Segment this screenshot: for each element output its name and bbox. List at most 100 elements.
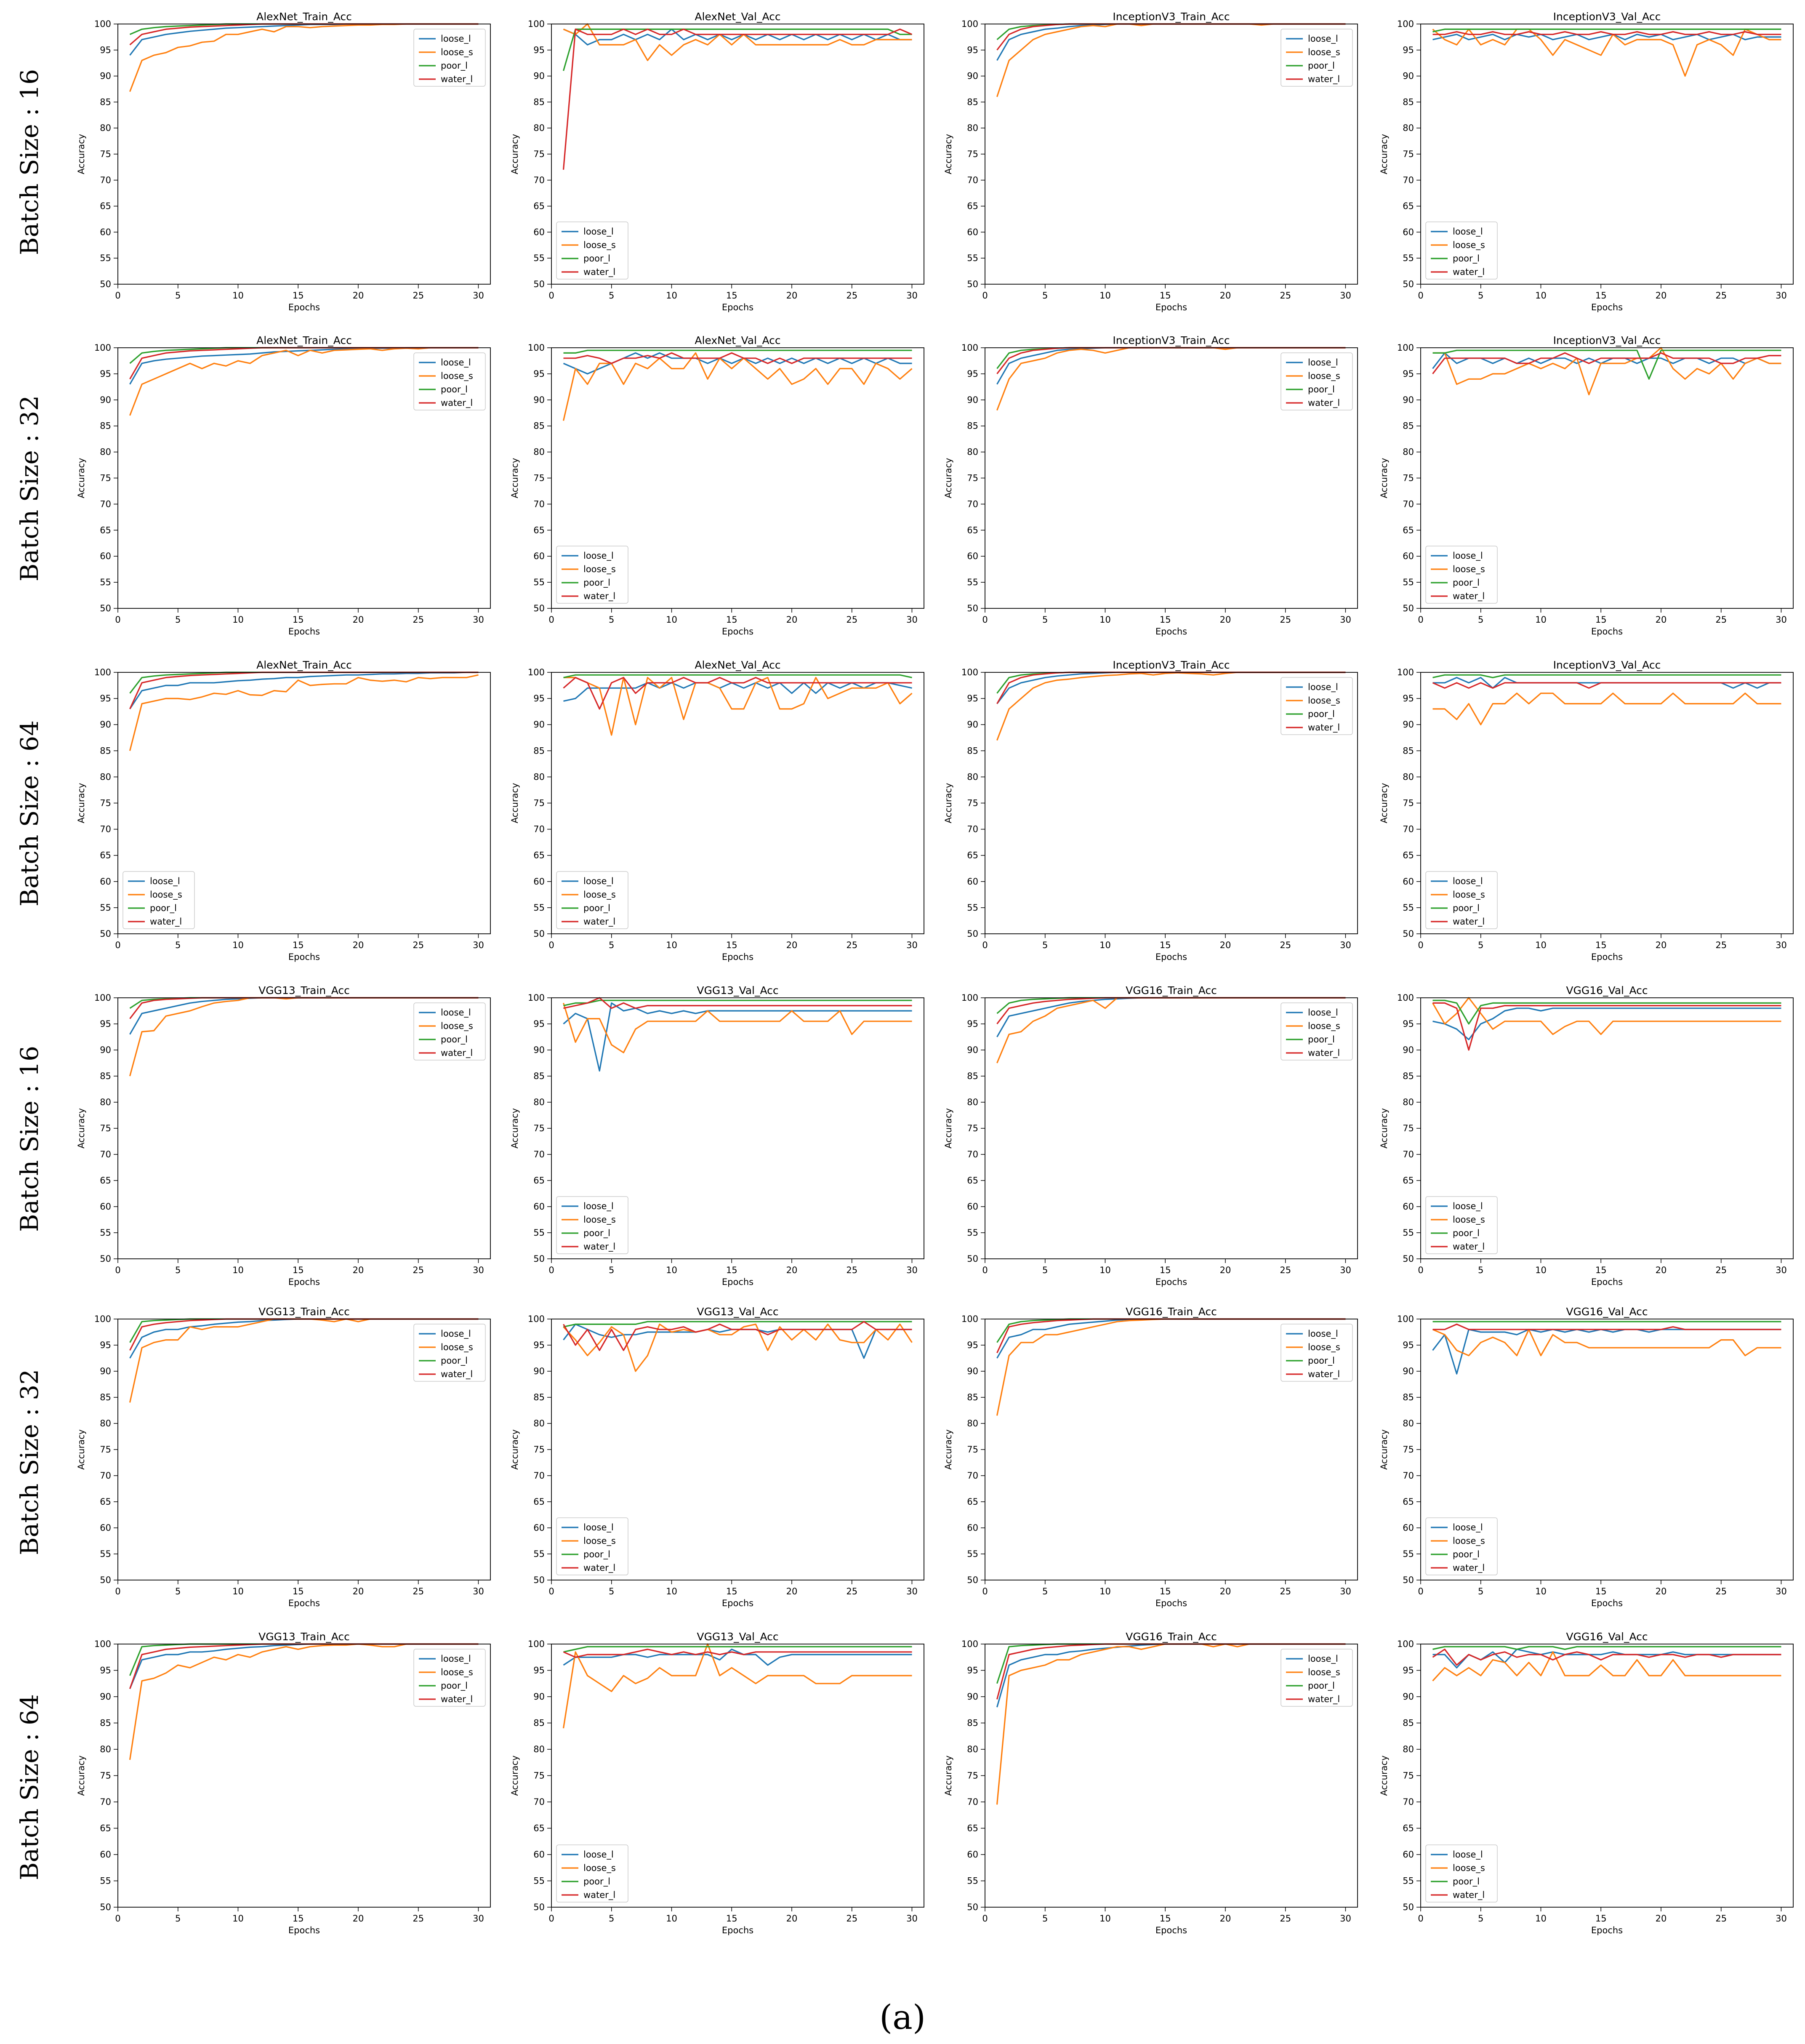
x-tick-label: 20: [1220, 1913, 1231, 1924]
y-tick-label: 60: [967, 877, 978, 887]
x-tick-label: 15: [1160, 290, 1171, 301]
y-tick-label: 60: [100, 1523, 111, 1533]
y-tick-label: 100: [94, 343, 111, 353]
x-tick-label: 5: [1042, 1265, 1048, 1275]
x-tick-label: 10: [1100, 1913, 1111, 1924]
series-line-water-l: [562, 28, 913, 170]
line-chart: 50 55 60 65 70 75 80 85 90 95 100 0 5 10 15 20 25 30 Epoch…: [76, 1306, 491, 1608]
x-tick-label: 10: [1100, 615, 1111, 625]
y-tick-label: 60: [100, 551, 111, 561]
series-line-loose-s: [562, 1643, 912, 1729]
x-tick-label: 15: [293, 1913, 304, 1924]
legend-label: loose_s: [1308, 1342, 1340, 1353]
legend-label: poor_l: [1453, 1876, 1480, 1887]
x-tick-label: 10: [1535, 940, 1547, 950]
legend-label: poor_l: [583, 578, 610, 588]
series-line-loose-l: [1432, 352, 1781, 369]
legend: loose_l loose_s poor_l water_l: [1281, 352, 1353, 410]
line-chart: 50 55 60 65 70 75 80 85 90 95 100 0 5 10 15 20 25 30 Epoch…: [510, 1631, 924, 1935]
legend-label: poor_l: [583, 1228, 610, 1239]
x-tick-label: 0: [548, 940, 554, 950]
legend-box: [1425, 871, 1498, 929]
chart-title: VGG16_Train_Acc: [1126, 1631, 1217, 1643]
x-axis-label: Epochs: [1155, 626, 1187, 637]
x-tick-label: 25: [413, 940, 424, 950]
line-chart: 50 55 60 65 70 75 80 85 90 95 100 0 5 10 15 20 25 30 Epoch…: [76, 659, 491, 962]
plot-frame: [117, 1644, 491, 1908]
legend-label: loose_s: [1453, 1536, 1485, 1546]
y-tick-label: 95: [967, 693, 978, 704]
x-tick-label: 10: [1100, 940, 1111, 950]
legend-label: water_l: [441, 1369, 473, 1380]
legend-label: loose_s: [1453, 240, 1485, 251]
x-tick-label: 0: [548, 615, 554, 625]
x-tick-label: 5: [175, 1586, 181, 1596]
series-line-poor-l: [1432, 674, 1781, 678]
y-tick-label: 100: [1397, 19, 1414, 29]
y-tick-label: 90: [100, 395, 111, 405]
x-tick-label: 0: [1418, 290, 1423, 301]
y-tick-label: 90: [1403, 1692, 1414, 1702]
x-tick-label: 30: [1776, 1913, 1787, 1924]
x-tick-label: 20: [353, 1586, 364, 1596]
x-tick-label: 15: [726, 1586, 737, 1596]
series-line-loose-s: [562, 1002, 912, 1053]
y-tick-label: 85: [533, 1071, 545, 1081]
series-line-poor-l: [1432, 999, 1781, 1025]
series-line-water-l: [1432, 682, 1781, 689]
legend: loose_l loose_s poor_l water_l: [1425, 871, 1498, 929]
series-line-loose-s: [1432, 347, 1781, 396]
x-tick-label: 30: [906, 1913, 918, 1924]
y-tick-label: 100: [961, 19, 978, 29]
y-tick-label: 85: [100, 421, 111, 431]
y-tick-label: 100: [1397, 1639, 1414, 1649]
y-tick-label: 65: [533, 525, 545, 535]
legend-box: [413, 352, 486, 410]
x-tick-label: 20: [786, 1265, 798, 1275]
legend-label: poor_l: [1308, 1681, 1335, 1691]
legend: loose_l loose_s poor_l water_l: [556, 1196, 628, 1254]
legend-label: water_l: [1453, 591, 1485, 602]
y-tick-label: 90: [967, 71, 978, 81]
plot-frame: [551, 997, 924, 1259]
y-tick-label: 50: [967, 1575, 978, 1585]
legend-label: loose_s: [1308, 1667, 1340, 1678]
y-tick-label: 95: [533, 1019, 545, 1029]
y-tick-label: 50: [100, 1575, 111, 1585]
chart-title: AlexNet_Train_Acc: [256, 659, 352, 671]
y-tick-label: 55: [967, 1549, 978, 1559]
plot-frame: [1420, 997, 1794, 1259]
y-tick-label: 50: [100, 929, 111, 939]
legend-label: water_l: [583, 1242, 615, 1252]
legend-box: [122, 871, 195, 929]
x-tick-label: 5: [1478, 290, 1483, 301]
x-tick-label: 15: [1595, 1586, 1607, 1596]
y-axis-label: Accuracy: [943, 783, 953, 823]
plot-frame: [1420, 1319, 1794, 1580]
x-tick-label: 15: [293, 615, 304, 625]
x-tick-label: 0: [982, 615, 988, 625]
x-tick-label: 0: [982, 1265, 988, 1275]
x-tick-label: 20: [1656, 1913, 1667, 1924]
y-tick-label: 50: [967, 1254, 978, 1264]
y-tick-label: 70: [1403, 824, 1414, 834]
y-tick-label: 100: [528, 993, 545, 1003]
legend: loose_l loose_s poor_l water_l: [556, 221, 628, 280]
x-tick-label: 15: [1595, 1913, 1607, 1924]
y-tick-label: 55: [1403, 577, 1414, 587]
y-tick-label: 65: [100, 850, 111, 861]
y-tick-label: 50: [967, 603, 978, 613]
y-tick-label: 80: [533, 123, 545, 133]
legend-label: loose_s: [583, 1863, 616, 1873]
x-tick-label: 30: [473, 940, 484, 950]
plot-frame: [117, 24, 491, 285]
y-axis-label: Accuracy: [1379, 458, 1389, 498]
y-tick-label: 95: [1403, 693, 1414, 704]
x-tick-label: 5: [609, 1265, 614, 1275]
legend-label: water_l: [441, 1694, 473, 1705]
y-tick-label: 70: [1403, 1797, 1414, 1807]
y-tick-label: 100: [1397, 343, 1414, 353]
y-tick-label: 60: [1403, 551, 1414, 561]
y-tick-label: 80: [1403, 123, 1414, 133]
y-tick-label: 95: [1403, 369, 1414, 379]
